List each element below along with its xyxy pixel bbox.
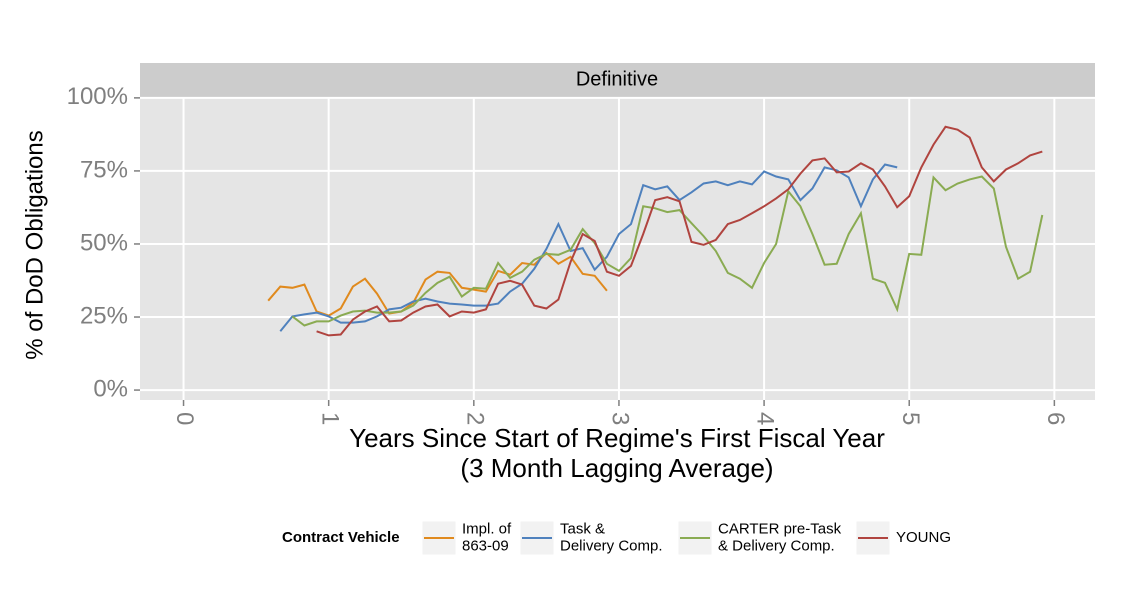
strip — [140, 63, 1095, 97]
y-tick-label: 100% — [67, 83, 128, 110]
legend-label: YOUNG — [896, 529, 951, 546]
y-tick-label: 25% — [80, 302, 128, 329]
legend-label: Task & Delivery Comp. — [560, 520, 663, 554]
series-line — [291, 175, 1044, 327]
x-tick-label: 6 — [1042, 412, 1069, 425]
x-tick-label: 0 — [171, 412, 198, 425]
panel — [140, 97, 1095, 400]
legend-label: CARTER pre-Task & Delivery Comp. — [718, 520, 842, 554]
x-tick-label: 2 — [461, 412, 488, 425]
x-tick-label: 1 — [316, 412, 343, 425]
y-tick-label: 0% — [93, 375, 128, 402]
x-tick-label: 5 — [897, 412, 924, 425]
x-axis-title: Years Since Start of Regime's First Fisc… — [349, 423, 885, 483]
y-axis-title: % of DoD Obligations — [21, 130, 48, 359]
legend-title: Contract Vehicle — [282, 529, 400, 546]
strip-label: Definitive — [576, 68, 658, 90]
y-tick-label: 50% — [80, 229, 128, 256]
series-line — [316, 125, 1043, 337]
x-tick-label: 3 — [607, 412, 634, 425]
legend-label: Impl. of 863-09 — [462, 520, 512, 554]
x-tick-label: 4 — [752, 412, 779, 425]
y-tick-label: 75% — [80, 156, 128, 183]
